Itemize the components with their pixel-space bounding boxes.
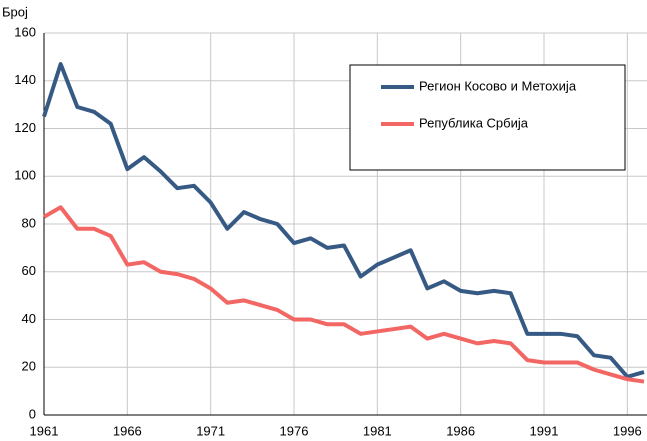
x-tick-label: 1981: [363, 423, 392, 438]
x-tick-label: 1976: [280, 423, 309, 438]
x-tick-label: 1961: [30, 423, 59, 438]
y-tick-label: 120: [14, 120, 36, 135]
y-axis-label: Број: [2, 4, 28, 19]
series-line: [42, 62, 645, 379]
legend-box: [349, 64, 626, 171]
y-tick-label: 20: [22, 359, 36, 374]
x-tick-label: 1991: [530, 423, 559, 438]
x-tick-label: 1986: [446, 423, 475, 438]
y-tick-label: 0: [29, 406, 36, 421]
y-tick-label: 160: [14, 24, 36, 39]
y-tick-label: 140: [14, 72, 36, 87]
legend-label: Република Србија: [419, 115, 529, 130]
y-tick-label: 40: [22, 311, 36, 326]
series-line: [43, 205, 645, 384]
legend-label: Регион Косово и Метохија: [419, 78, 577, 93]
x-tick-label: 1971: [196, 423, 225, 438]
x-tick-label: 1996: [613, 423, 642, 438]
y-tick-label: 60: [22, 263, 36, 278]
y-tick-label: 100: [14, 168, 36, 183]
y-tick-label: 80: [22, 215, 36, 230]
x-tick-label: 1966: [113, 423, 142, 438]
